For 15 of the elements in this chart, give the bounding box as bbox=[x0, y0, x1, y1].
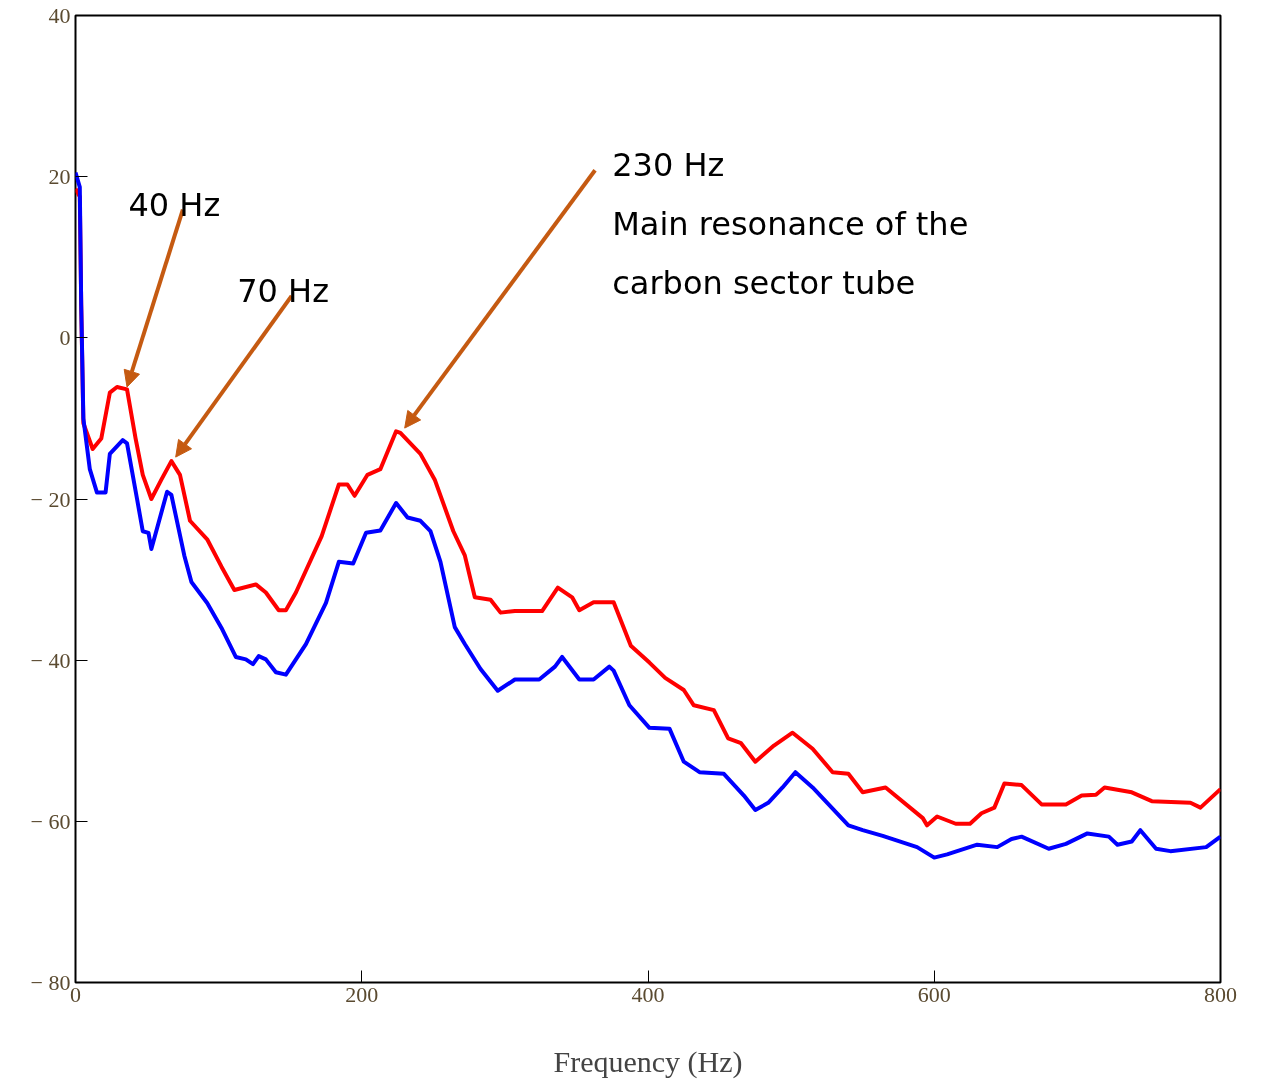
y-tick-label: 0 bbox=[59, 325, 71, 351]
x-tick-label: 200 bbox=[345, 981, 379, 1007]
annotation: 40 Hz bbox=[128, 185, 221, 224]
y-tick-label: 20 bbox=[48, 164, 71, 190]
annotation: 230 Hz Main resonance of the carbon sector tube bbox=[612, 146, 969, 302]
x-tick-label: 800 bbox=[1204, 981, 1237, 1007]
y-tick-label: 40 bbox=[48, 3, 71, 28]
annotation: 70 Hz bbox=[237, 271, 329, 310]
y-tick-label: − 20 bbox=[30, 486, 71, 512]
x-tick-label: 400 bbox=[631, 981, 665, 1007]
y-tick-label: − 60 bbox=[30, 808, 71, 834]
x-tick-label: 600 bbox=[917, 981, 951, 1007]
y-tick-label: − 80 bbox=[30, 970, 71, 995]
y-tick-label: − 40 bbox=[30, 647, 71, 673]
x-axis-title: Frequency (Hz) bbox=[553, 1044, 743, 1079]
